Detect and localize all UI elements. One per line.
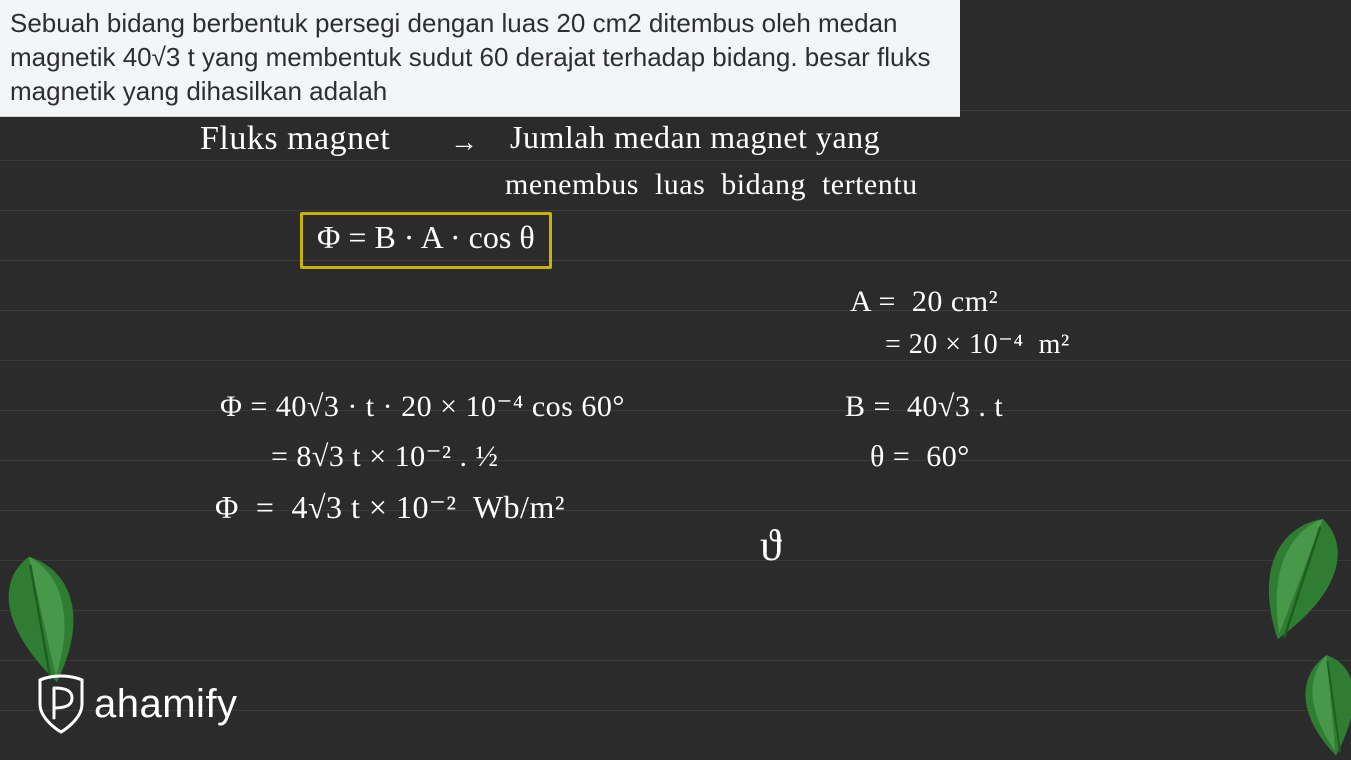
given-A-line-1: A = 20 cm² xyxy=(850,285,998,318)
given-B: B = 40√3 . t xyxy=(845,390,1003,423)
flux-heading: Fluks magnet xyxy=(200,120,390,157)
question-line-2: magnetik 40√3 t yang membentuk sudut 60 … xyxy=(10,40,950,74)
definition-line-1: Jumlah medan magnet yang xyxy=(510,120,880,155)
pahamify-logo: ahamify xyxy=(34,674,238,734)
definition-line-2: menembus luas bidang tertentu xyxy=(505,168,918,201)
calc-line-3: Φ = 4√3 t × 10⁻² Wb/m² xyxy=(215,490,565,525)
brand-text: ahamify xyxy=(94,682,238,727)
given-theta: θ = 60° xyxy=(870,440,970,473)
question-line-1: Sebuah bidang berbentuk persegi dengan l… xyxy=(10,6,950,40)
shield-icon xyxy=(34,674,88,734)
calc-line-2: = 8√3 t × 10⁻² . ½ xyxy=(255,440,498,473)
calc-line-1: Φ = 40√3 · t · 20 × 10⁻⁴ cos 60° xyxy=(220,390,625,423)
question-box: Sebuah bidang berbentuk persegi dengan l… xyxy=(0,0,960,117)
flourish-mark: ϑ xyxy=(760,520,782,571)
question-line-3: magnetik yang dihasilkan adalah xyxy=(10,74,950,108)
leaf-right-1-icon xyxy=(1224,495,1351,665)
formula-text: Φ = B · A · cos θ xyxy=(317,219,535,255)
arrow-glyph: → xyxy=(450,128,479,159)
canvas: Sebuah bidang berbentuk persegi dengan l… xyxy=(0,0,1351,760)
formula-box: Φ = B · A · cos θ xyxy=(300,212,552,269)
leaf-right-2-icon xyxy=(1279,644,1351,760)
given-A-line-2: = 20 × 10⁻⁴ m² xyxy=(870,330,1070,361)
